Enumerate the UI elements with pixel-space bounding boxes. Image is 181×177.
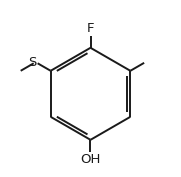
- Text: S: S: [28, 56, 37, 69]
- Text: OH: OH: [80, 153, 101, 166]
- Text: F: F: [87, 22, 94, 35]
